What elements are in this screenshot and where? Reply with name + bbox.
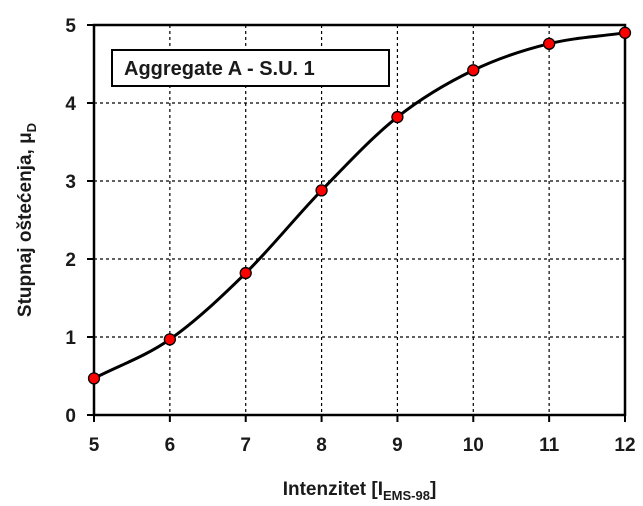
x-tick-label: 8 bbox=[316, 435, 327, 456]
x-axis-title-subscript: EMS-98 bbox=[383, 488, 430, 503]
x-tick-label: 6 bbox=[165, 435, 176, 456]
legend-label: Aggregate A - S.U. 1 bbox=[124, 58, 315, 80]
x-tick-label: 7 bbox=[240, 435, 251, 456]
grid bbox=[94, 25, 625, 415]
fitted-curve bbox=[93, 31, 626, 380]
data-points bbox=[87, 26, 632, 385]
x-axis-title: Intenzitet [IEMS-98] bbox=[283, 479, 437, 503]
data-point bbox=[87, 372, 101, 385]
y-axis-title: Stupnaj oštećenja, μD bbox=[15, 123, 39, 317]
data-point bbox=[239, 266, 252, 280]
data-point bbox=[618, 26, 632, 39]
y-tick-label: 2 bbox=[65, 250, 76, 271]
x-tick-label: 10 bbox=[463, 435, 484, 456]
y-tick-label: 1 bbox=[65, 328, 76, 349]
y-axis-title-subscript: D bbox=[24, 123, 39, 132]
y-tick-label: 0 bbox=[65, 406, 76, 427]
x-axis-title-main: Intenzitet [I bbox=[283, 479, 383, 500]
data-point bbox=[391, 110, 404, 124]
plot-frame bbox=[92, 23, 627, 417]
x-tick-label: 5 bbox=[89, 435, 100, 456]
x-axis-title-close: ] bbox=[430, 479, 436, 500]
data-point bbox=[467, 64, 480, 77]
x-tick-label: 12 bbox=[614, 435, 635, 456]
data-point bbox=[163, 333, 177, 346]
y-tick-label: 5 bbox=[65, 16, 76, 37]
x-tick-label: 9 bbox=[392, 435, 403, 456]
y-tick-label: 4 bbox=[65, 94, 76, 115]
x-tick-label: 11 bbox=[539, 435, 560, 456]
y-tick-label: 3 bbox=[65, 172, 76, 193]
data-point bbox=[542, 37, 556, 50]
y-axis-title-main: Stupnaj oštećenja, μ bbox=[15, 132, 36, 317]
legend-box: Aggregate A - S.U. 1 bbox=[111, 49, 390, 87]
data-point bbox=[315, 184, 328, 197]
legend-frame bbox=[111, 49, 390, 87]
